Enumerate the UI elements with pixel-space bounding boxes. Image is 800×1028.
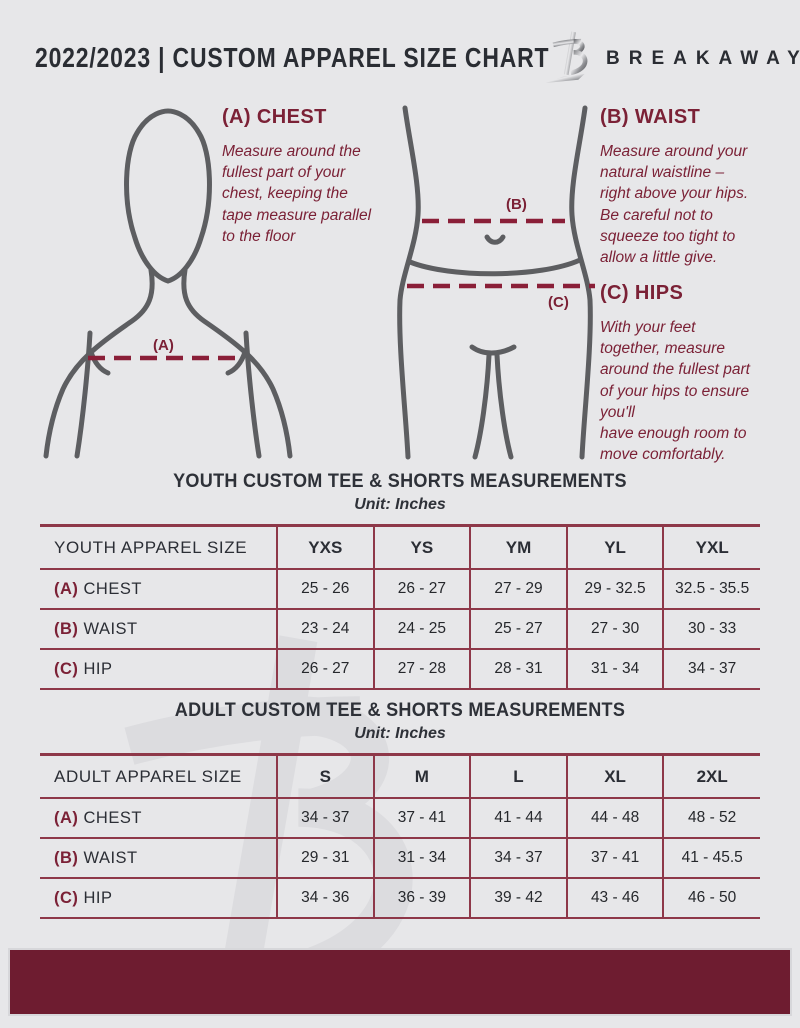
youth-table-unit: Unit: Inches: [354, 496, 446, 513]
cell-value: 31 - 34: [565, 649, 664, 689]
cell-value: 34 - 37: [469, 838, 567, 878]
cell-value: 27 - 29: [469, 569, 567, 609]
cell-value: 43 - 46: [565, 878, 664, 918]
row-prefix: (B): [54, 848, 79, 867]
cell-value: 36 - 39: [372, 878, 471, 918]
table-row: (A) CHEST 25 - 26 26 - 27 27 - 29 29 - 3…: [40, 569, 760, 609]
youth-header-row: YOUTH APPAREL SIZE YXS YS YM YL YXL: [40, 525, 760, 569]
column-header: YS: [372, 525, 471, 569]
row-prefix: (B): [54, 619, 79, 638]
column-header: 2XL: [662, 754, 760, 798]
cell-value: 26 - 27: [276, 649, 374, 689]
column-header: YXL: [662, 525, 760, 569]
row-label: HIP: [83, 888, 113, 907]
youth-table-title: YOUTH CUSTOM TEE & SHORTS MEASUREMENTS: [173, 471, 627, 492]
waist-heading: (B) WAIST: [600, 106, 701, 128]
table-row: (C) HIP 26 - 27 27 - 28 28 - 31 31 - 34 …: [40, 649, 760, 689]
chest-line-label: (A): [153, 337, 174, 354]
cell-value: 25 - 27: [469, 609, 567, 649]
row-prefix: (C): [54, 659, 79, 678]
table-row: (C) HIP 34 - 36 36 - 39 39 - 42 43 - 46 …: [40, 878, 760, 918]
youth-size-table: YOUTH APPAREL SIZE YXS YS YM YL YXL (A) …: [40, 524, 760, 690]
cell-value: 37 - 41: [565, 838, 664, 878]
cell-value: 29 - 32.5: [565, 569, 664, 609]
cell-value: 39 - 42: [469, 878, 567, 918]
row-label: CHEST: [83, 808, 142, 827]
cell-value: 29 - 31: [276, 838, 374, 878]
column-header: YM: [469, 525, 567, 569]
cell-value: 25 - 26: [276, 569, 374, 609]
chest-instructions: Measure around the fullest part of your …: [222, 143, 372, 245]
hips-instructions: With your feet together, measure around …: [600, 319, 750, 464]
row-label: CHEST: [83, 579, 142, 598]
column-header: ADULT APPAREL SIZE: [54, 766, 242, 786]
lower-body-figure-illustration: (B) (C): [397, 105, 595, 460]
column-header: M: [372, 754, 471, 798]
column-header: S: [276, 754, 374, 798]
row-prefix: (C): [54, 888, 79, 907]
adult-table-title: ADULT CUSTOM TEE & SHORTS MEASUREMENTS: [174, 700, 626, 721]
cell-value: 44 - 48: [565, 798, 664, 838]
hips-guide: (C) HIPS With your feet together, measur…: [600, 282, 796, 466]
cell-value: 30 - 33: [662, 609, 760, 649]
row-prefix: (A): [54, 808, 79, 827]
cell-value: 27 - 28: [372, 649, 471, 689]
cell-value: 46 - 50: [662, 878, 760, 918]
adult-table-unit: Unit: Inches: [354, 725, 446, 742]
footer-accent-bar: [8, 948, 792, 1016]
column-header: YXS: [276, 525, 374, 569]
cell-value: 34 - 36: [276, 878, 374, 918]
page-title: 2022/2023 | CUSTOM APPAREL SIZE CHART: [35, 42, 550, 73]
cell-value: 28 - 31: [469, 649, 567, 689]
row-label: WAIST: [83, 848, 138, 867]
breakaway-logo-icon: [545, 31, 588, 83]
table-row: (A) CHEST 34 - 37 37 - 41 41 - 44 44 - 4…: [40, 798, 760, 838]
cell-value: 26 - 27: [372, 569, 471, 609]
cell-value: 24 - 25: [372, 609, 471, 649]
column-header: YOUTH APPAREL SIZE: [54, 537, 248, 557]
waist-guide: (B) WAIST Measure around your natural wa…: [600, 106, 796, 268]
cell-value: 31 - 34: [372, 838, 471, 878]
waist-line-label: (B): [506, 196, 527, 213]
column-header: XL: [565, 754, 664, 798]
cell-value: 41 - 44: [469, 798, 567, 838]
adult-header-row: ADULT APPAREL SIZE S M L XL 2XL: [40, 754, 760, 798]
table-row: (B) WAIST 23 - 24 24 - 25 25 - 27 27 - 3…: [40, 609, 760, 649]
cell-value: 48 - 52: [662, 798, 760, 838]
chest-guide: (A) CHEST Measure around the fullest par…: [222, 106, 418, 247]
cell-value: 34 - 37: [276, 798, 374, 838]
row-label: HIP: [83, 659, 113, 678]
brand-name: BREAKAWAY: [606, 48, 800, 69]
cell-value: 37 - 41: [372, 798, 471, 838]
cell-value: 32.5 - 35.5: [662, 569, 760, 609]
chest-heading: (A) CHEST: [222, 106, 327, 128]
cell-value: 34 - 37: [662, 649, 760, 689]
row-prefix: (A): [54, 579, 79, 598]
waist-instructions: Measure around your natural waistline – …: [600, 143, 749, 267]
column-header: L: [469, 754, 567, 798]
torso-figure-illustration: (A): [43, 108, 293, 459]
cell-value: 41 - 45.5: [662, 838, 760, 878]
cell-value: 23 - 24: [276, 609, 374, 649]
column-header: YL: [565, 525, 664, 569]
row-label: WAIST: [83, 619, 138, 638]
adult-size-table: ADULT APPAREL SIZE S M L XL 2XL (A) CHES…: [40, 753, 760, 919]
hip-line-label: (C): [548, 294, 569, 311]
cell-value: 27 - 30: [565, 609, 664, 649]
table-row: (B) WAIST 29 - 31 31 - 34 34 - 37 37 - 4…: [40, 838, 760, 878]
hips-heading: (C) HIPS: [600, 282, 684, 304]
